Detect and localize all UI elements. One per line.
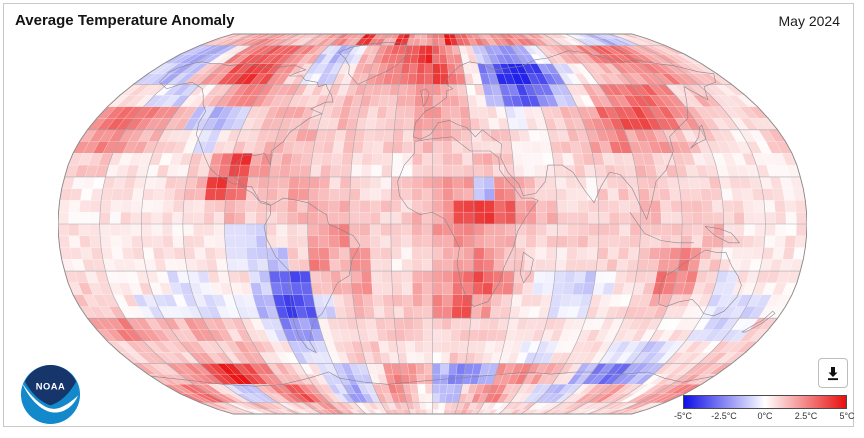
legend-tick: -2.5°C <box>711 411 737 421</box>
color-scale-bar <box>683 395 847 409</box>
legend-tick: 5°C <box>839 411 855 421</box>
page-title: Average Temperature Anomaly <box>15 12 235 29</box>
date-label: May 2024 <box>778 13 840 29</box>
noaa-logo-text: NOAA <box>36 382 65 392</box>
download-icon <box>828 366 838 380</box>
figure-panel: Average Temperature Anomaly May 2024 NOA… <box>3 3 855 427</box>
color-scale-ticks: -5°C -2.5°C 0°C 2.5°C 5°C <box>674 411 855 424</box>
legend-tick: 2.5°C <box>794 411 818 421</box>
color-scale-legend: -5°C -2.5°C 0°C 2.5°C 5°C <box>674 395 855 424</box>
noaa-logo-icon: NOAA <box>20 364 81 425</box>
download-button[interactable] <box>818 358 848 388</box>
legend-tick: -5°C <box>673 411 693 421</box>
anomaly-world-map <box>57 33 808 420</box>
legend-tick: 0°C <box>757 411 773 421</box>
